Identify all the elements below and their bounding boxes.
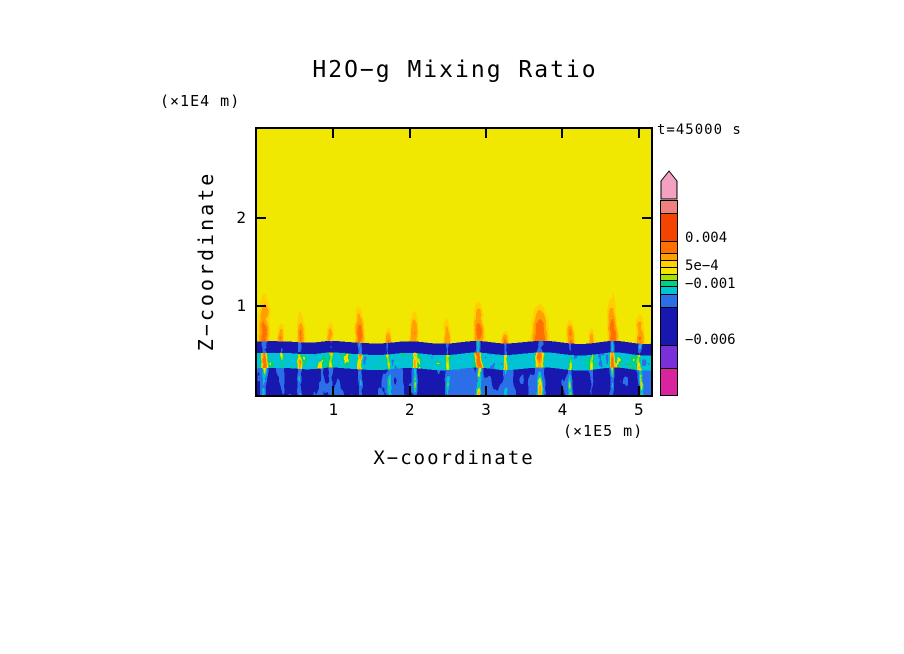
z-major-tick [257, 305, 266, 308]
x-tick-label: 1 [328, 400, 339, 419]
x-major-tick [332, 129, 335, 138]
colorbar-segment [661, 345, 677, 368]
z-major-tick [642, 305, 651, 308]
colorbar-segment [661, 213, 677, 241]
x-tick-label: 4 [557, 400, 568, 419]
colorbar-segment [661, 307, 677, 345]
x-major-tick [408, 386, 411, 395]
z-axis-unit-label: (×1E4 m) [160, 92, 241, 110]
colorbar-segment [661, 294, 677, 307]
x-axis-title: X−coordinate [373, 447, 535, 469]
z-tick-label: 2 [236, 207, 246, 227]
x-tick-label: 2 [404, 400, 415, 419]
heatmap-canvas [257, 129, 651, 395]
colorbar-label: 0.004 [685, 230, 728, 246]
colorbar-label: 5e−4 [685, 258, 719, 274]
z-tick-label: 1 [236, 296, 246, 316]
colorbar-labels: 0.004 5e−4 −0.001 −0.006 [683, 200, 763, 400]
x-major-tick [637, 129, 640, 138]
colorbar-segment [661, 201, 677, 213]
x-axis-unit-label: (×1E5 m) [563, 422, 644, 440]
x-major-tick [332, 386, 335, 395]
colorbar-arrow-shape [660, 170, 678, 200]
colorbar-segment [661, 286, 677, 294]
x-major-tick [408, 129, 411, 138]
z-major-tick [642, 216, 651, 219]
colorbar-label: −0.006 [685, 332, 736, 348]
colorbar-segment [661, 368, 677, 395]
colorbar [660, 200, 678, 396]
x-tick-label: 3 [481, 400, 491, 419]
x-major-tick [485, 129, 488, 138]
colorbar-segment [661, 274, 677, 280]
time-annotation: t=45000 s [657, 122, 742, 138]
colorbar-segment [661, 267, 677, 274]
colorbar-segment [661, 253, 677, 260]
x-major-tick [485, 386, 488, 395]
z-axis-title: Z−coordinate [194, 170, 218, 352]
x-major-tick [637, 386, 640, 395]
z-major-tick [257, 216, 266, 219]
x-tick-label: 5 [633, 400, 644, 419]
plot-area [255, 127, 653, 397]
x-major-tick [561, 386, 564, 395]
colorbar-label: −0.001 [685, 276, 736, 292]
colorbar-segment [661, 280, 677, 286]
chart-title: H2O−g Mixing Ratio [312, 57, 598, 83]
colorbar-segment [661, 260, 677, 267]
colorbar-overflow-arrow-icon [660, 170, 678, 200]
colorbar-segment [661, 241, 677, 253]
x-tick-labels: 1 2 3 4 5 [257, 400, 651, 420]
x-major-tick [561, 129, 564, 138]
